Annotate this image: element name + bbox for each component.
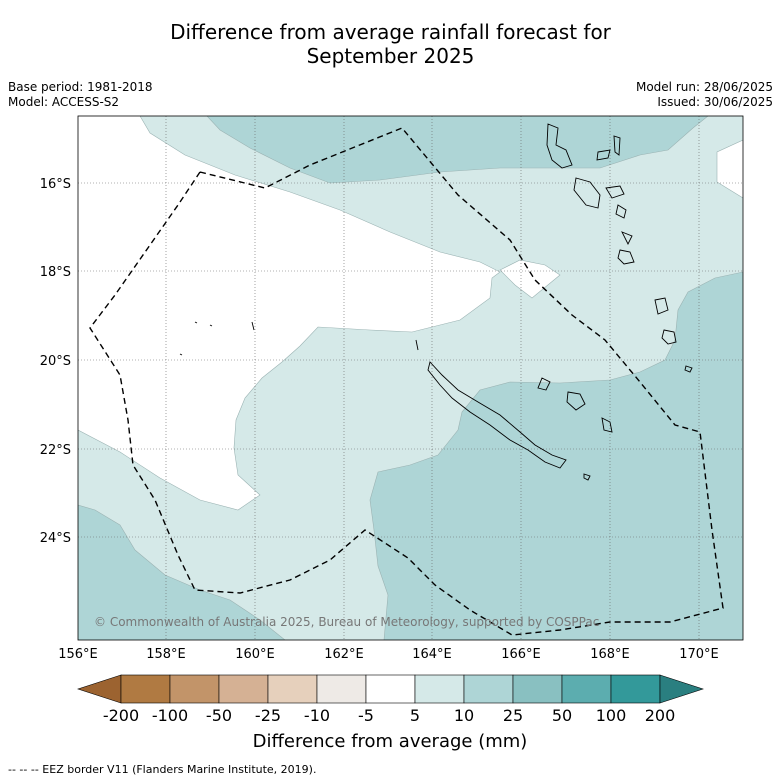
colorbar-segment bbox=[316, 674, 367, 704]
contour-teal-southeast bbox=[370, 272, 743, 640]
colorbar-segment bbox=[267, 674, 318, 704]
contour-neutral-region bbox=[78, 116, 500, 510]
map-area: © Commonwealth of Australia 2025, Bureau… bbox=[78, 116, 743, 640]
colorbar-tick-label: -25 bbox=[255, 706, 281, 725]
colorbar-segment bbox=[414, 674, 465, 704]
copyright-text: © Commonwealth of Australia 2025, Bureau… bbox=[94, 615, 599, 629]
contour-teal-north bbox=[207, 116, 708, 183]
colorbar-segment bbox=[169, 674, 220, 704]
colorbar-tick-label: 100 bbox=[596, 706, 627, 725]
lat-tick-label: 18°S bbox=[40, 265, 71, 280]
colorbar-tick-label: 10 bbox=[454, 706, 474, 725]
colorbar-segment bbox=[218, 674, 269, 704]
colorbar-tick-label: -50 bbox=[206, 706, 232, 725]
lon-tick-label: 168°E bbox=[590, 647, 630, 662]
colorbar-segment bbox=[463, 674, 514, 704]
new-caledonia-island bbox=[427, 361, 567, 469]
colorbar-title: Difference from average (mm) bbox=[253, 731, 528, 752]
lat-tick-label: 16°S bbox=[40, 177, 71, 192]
lat-tick-label: 22°S bbox=[40, 443, 71, 458]
base-period-text: Base period: 1981-2018 bbox=[8, 80, 153, 94]
colorbar bbox=[77, 674, 704, 704]
colorbar-extend-high bbox=[659, 674, 704, 704]
lat-tick-label: 24°S bbox=[40, 531, 71, 546]
lon-tick-label: 160°E bbox=[235, 647, 275, 662]
lon-tick-label: 156°E bbox=[58, 647, 98, 662]
colorbar-tick-label: -200 bbox=[103, 706, 139, 725]
model-text: Model: ACCESS-S2 bbox=[8, 95, 120, 109]
lon-tick-label: 164°E bbox=[412, 647, 452, 662]
vanuatu-islands bbox=[546, 123, 693, 373]
lat-tick-label: 20°S bbox=[40, 354, 71, 369]
lon-tick-label: 166°E bbox=[501, 647, 541, 662]
map-title-line1: Difference from average rainfall forecas… bbox=[170, 20, 611, 44]
lon-tick-label: 170°E bbox=[679, 647, 719, 662]
colorbar-tick-label: -10 bbox=[304, 706, 330, 725]
lat-tick-labels: 16°S 18°S 20°S 22°S 24°S bbox=[40, 177, 71, 546]
eez-border bbox=[89, 127, 724, 636]
meta-left: Base period: 1981-2018 Model: ACCESS-S2 bbox=[8, 80, 153, 110]
contour-lines bbox=[78, 116, 743, 640]
colorbar-tick-label: -5 bbox=[358, 706, 374, 725]
contour-neutral-patch bbox=[500, 260, 560, 298]
colorbar-segment bbox=[610, 674, 661, 704]
meta-right: Model run: 28/06/2025 Issued: 30/06/2025 bbox=[636, 80, 773, 110]
colorbar-tick-label: -100 bbox=[152, 706, 188, 725]
colorbar-tick-label: 200 bbox=[645, 706, 676, 725]
contour-teal-southwest bbox=[78, 505, 285, 640]
colorbar-segment bbox=[365, 674, 416, 704]
map-frame bbox=[77, 115, 744, 641]
contour-neutral-edge bbox=[717, 140, 743, 198]
colorbar-labels: -200 -100 -50 -25 -10 -5 5 10 25 50 100 200 bbox=[103, 706, 675, 725]
colorbar-tick-label: 25 bbox=[503, 706, 523, 725]
lon-tick-label: 158°E bbox=[146, 647, 186, 662]
colorbar-tick-label: 50 bbox=[552, 706, 572, 725]
eez-footnote: -- -- -- EEZ border V11 (Flanders Marine… bbox=[8, 763, 317, 776]
map-gridlines bbox=[78, 116, 743, 640]
lon-tick-label: 162°E bbox=[324, 647, 364, 662]
colorbar-segment bbox=[561, 674, 612, 704]
map-title-line2: September 2025 bbox=[306, 44, 475, 68]
colorbar-segment bbox=[120, 674, 171, 704]
coastlines bbox=[179, 123, 693, 481]
lon-tick-labels: 156°E 158°E 160°E 162°E 164°E 166°E 168°… bbox=[58, 647, 719, 662]
model-run-text: Model run: 28/06/2025 bbox=[635, 80, 773, 94]
small-islets bbox=[179, 321, 591, 481]
issued-text: Issued: 30/06/2025 bbox=[657, 95, 773, 109]
loyalty-islands bbox=[537, 377, 613, 433]
colorbar-segment bbox=[512, 674, 563, 704]
colorbar-tick-label: 5 bbox=[410, 706, 420, 725]
colorbar-extend-low bbox=[77, 674, 122, 704]
